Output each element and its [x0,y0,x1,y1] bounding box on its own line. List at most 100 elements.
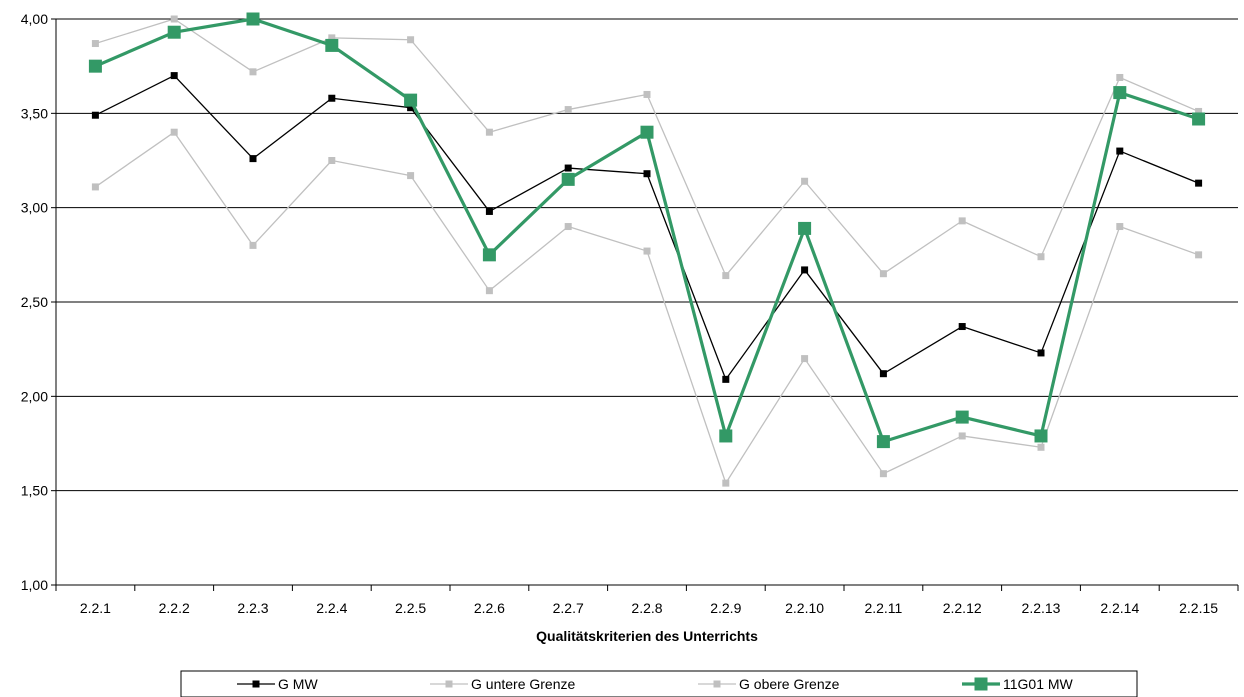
x-tick-label: 2.2.9 [710,600,741,616]
data-point [879,270,887,278]
x-tick-label: 2.2.14 [1100,600,1139,616]
x-tick-label: 2.2.4 [316,600,347,616]
legend-item: 11G01 MW [962,676,1074,692]
data-point [170,72,178,80]
x-tick-label: 2.2.3 [237,600,268,616]
x-tick-label: 2.2.6 [474,600,505,616]
data-point [91,183,99,191]
data-point [801,266,809,274]
data-point [643,247,651,255]
data-point [722,375,730,383]
data-point [482,248,496,262]
x-tick-label: 2.2.5 [395,600,426,616]
legend-item: G obere Grenze [698,676,840,692]
series-3 [91,15,1203,280]
gridlines [56,18,1238,492]
data-point [1195,179,1203,187]
data-point [325,38,339,52]
series-line [95,74,1199,381]
data-point [170,128,178,136]
data-point [249,241,257,249]
data-point [404,93,418,107]
x-tick-label: 2.2.12 [943,600,982,616]
legend-item: G untere Grenze [430,676,575,692]
data-point [1192,112,1206,126]
data-point [246,12,260,26]
y-tick-label: 2,00 [21,388,48,404]
x-tick-label: 2.2.13 [1022,600,1061,616]
y-tick-label: 2,50 [21,294,48,310]
data-point [1037,443,1045,451]
data-point [1116,73,1124,81]
data-point [722,272,730,280]
data-point [485,207,493,215]
data-point [643,90,651,98]
data-point [879,370,887,378]
y-tick-label: 4,00 [21,11,48,27]
data-point [722,479,730,487]
series-group [88,12,1206,487]
data-point [801,177,809,185]
data-point [249,155,257,163]
data-point [167,25,181,39]
legend-label: 11G01 MW [1003,676,1074,692]
data-point [798,221,812,235]
data-point [1037,349,1045,357]
data-point [328,157,336,164]
y-tick-label: 3,00 [21,200,48,216]
data-point [249,68,257,76]
data-point [561,172,575,186]
legend-swatch-marker [445,680,453,688]
data-point [170,15,178,23]
legend-swatch-marker [252,680,260,688]
series-4 [88,12,1206,449]
data-point [1034,429,1048,443]
y-tick-label: 1,50 [21,483,48,499]
x-tick-labels: 2.2.1 2.2.2 2.2.3 2.2.4 2.2.5 2.2.6 2.2.7 2.2.8… [80,600,1218,616]
data-point [1113,86,1127,100]
data-point [564,106,572,114]
x-tick-label: 2.2.2 [159,600,190,616]
data-point [643,170,651,178]
data-point [958,217,966,225]
data-point [958,432,966,440]
y-tick-label: 1,00 [21,577,48,593]
data-point [719,429,733,443]
data-point [485,128,493,136]
data-point [564,164,572,172]
x-tick-label: 2.2.8 [631,600,662,616]
data-point [958,323,966,331]
x-tick-label: 2.2.10 [785,600,824,616]
x-tick-label: 2.2.1 [80,600,111,616]
data-point [879,470,887,478]
y-tick-labels: 1,00 1,50 2,00 2,50 3,00 3,50 4,00 [21,11,48,593]
x-tick-label: 2.2.15 [1179,600,1218,616]
legend-label: G obere Grenze [739,676,840,692]
data-point [1116,147,1124,155]
data-point [1195,251,1203,259]
data-point [407,104,415,112]
legend-label: G untere Grenze [471,676,575,692]
data-point [801,355,809,363]
data-point [328,94,336,102]
x-tick-label: 2.2.7 [553,600,584,616]
data-point [407,172,415,180]
data-point [955,410,969,424]
legend-swatch-marker [713,680,721,688]
legend-label: G MW [278,676,318,692]
x-axis-label: Qualitätskriterien des Unterrichts [536,628,758,644]
data-point [91,40,99,48]
legend: G MW G untere Grenze G obere Grenze 11G01 M… [180,670,1138,697]
data-point [407,36,415,44]
series-1 [91,72,1203,383]
data-point [640,125,654,139]
legend-item: G MW [237,676,318,692]
y-tick-label: 3,50 [21,105,48,121]
legend-swatch-marker [974,677,988,691]
data-point [1195,107,1203,115]
data-point [485,287,493,295]
series-line [94,17,1200,444]
series-line [95,131,1199,484]
data-point [876,435,890,449]
